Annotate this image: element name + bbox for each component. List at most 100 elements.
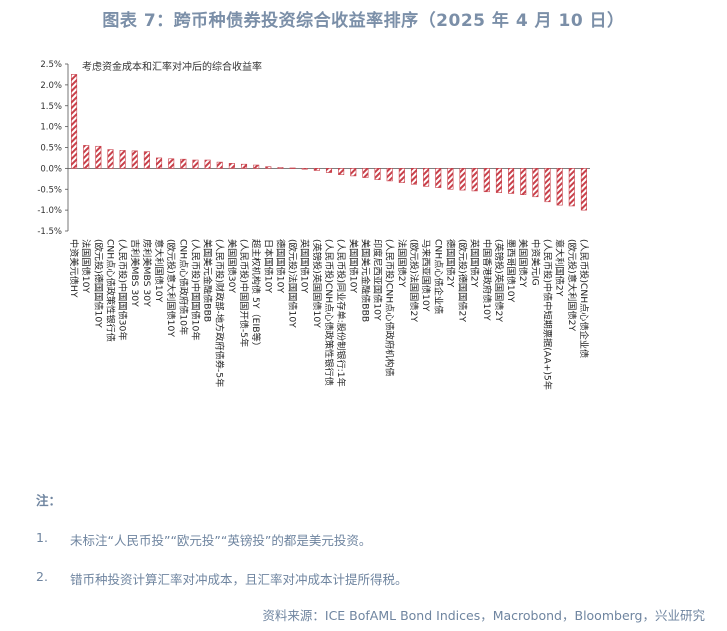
bar — [277, 167, 284, 169]
category-label: 美国国债10Y — [347, 239, 359, 293]
bar — [119, 150, 126, 169]
bar — [83, 145, 90, 169]
y-tick-label: 0.5% — [40, 144, 62, 154]
category-label: CNH点心债企业债 — [432, 239, 444, 314]
bar — [410, 168, 418, 185]
bar — [228, 163, 235, 169]
bar — [168, 158, 175, 169]
y-tick-label: 1.0% — [40, 123, 62, 133]
bar — [143, 151, 150, 169]
category-label: (欧元投)意大利国债10Y — [165, 239, 177, 337]
notes-label: 注： — [36, 493, 62, 508]
category-label: 超主权机构债 5Y（EIB等） — [250, 239, 262, 351]
bar — [180, 158, 187, 169]
category-label: 吉利美MBS 30Y — [129, 239, 141, 307]
bar — [483, 168, 490, 193]
bar — [289, 167, 296, 169]
category-label: 中资美元IG — [529, 239, 541, 286]
category-label: (欧元投)德国国债10Y — [92, 239, 104, 328]
category-label: 美国国债30Y — [226, 239, 238, 293]
bar — [374, 168, 381, 180]
bar — [313, 168, 320, 171]
category-label: (欧元投)法国国债10Y — [287, 239, 299, 328]
category-label: 中资美元债HY — [68, 239, 80, 298]
bar — [398, 168, 405, 183]
y-tick-label: 2.5% — [40, 60, 62, 70]
category-label: 日本国债10Y — [262, 239, 274, 293]
category-label: 美国美元金融债BBB — [202, 239, 214, 322]
bar — [362, 168, 369, 178]
category-label: (人民币投)同业存单:股份制银行:1年 — [335, 239, 347, 387]
bar — [240, 163, 248, 169]
bar — [338, 168, 345, 175]
category-label: 英国国债2Y — [469, 239, 481, 288]
source-note: 资料来源：ICE BofAML Bond Indices，Macrobond，B… — [262, 608, 705, 623]
bar — [459, 168, 466, 191]
bar — [301, 168, 308, 170]
category-label: CNH点心债政府债10年 — [177, 239, 189, 335]
bar — [95, 145, 102, 169]
bar — [350, 168, 357, 177]
bar — [204, 159, 211, 169]
category-label: (人民币投)中国国开债-5年 — [238, 239, 250, 347]
bar — [71, 74, 78, 169]
category-label: 中国香港政府债10Y — [481, 239, 493, 321]
bar — [544, 168, 551, 203]
bar — [253, 164, 260, 169]
bar — [447, 168, 454, 190]
y-tick-label: -1.5% — [37, 227, 62, 237]
bar — [568, 168, 575, 207]
y-tick-label: 2.0% — [40, 81, 62, 91]
bar — [423, 168, 430, 187]
bar — [580, 168, 587, 211]
category-label: (人民币投)财政部-地方政府债券-5年 — [214, 239, 226, 387]
bar — [107, 149, 114, 169]
bar — [471, 168, 478, 192]
category-label: 意大利国债2Y — [554, 239, 566, 297]
legend-label: 考虑资金成本和汇率对冲后的综合收益率 — [82, 60, 262, 73]
category-label: CNH点心债政策性银行债 — [104, 239, 116, 342]
category-label: 马来西亚国债10Y — [420, 239, 432, 312]
category-label: 德国国债2Y — [444, 239, 456, 288]
category-label: (人民币投)CNH点心债企业债 — [578, 239, 590, 358]
category-label: 英国国债10Y — [299, 239, 311, 293]
y-tick-label: -1.0% — [37, 206, 62, 216]
category-label: 法国国债2Y — [396, 239, 408, 288]
category-label: (人民币投)CNH点心债政策性银行债 — [323, 239, 335, 386]
note-2-number: 2. — [36, 569, 48, 584]
category-label: 意大利国债10Y — [153, 239, 165, 303]
category-label: (欧元投)意大利国债2Y — [566, 239, 578, 332]
bar-chart: 2.5%2.0%1.5%1.0%0.5%0.0%-0.5%-1.0%-1.5% … — [37, 60, 590, 390]
y-tick-label: 1.5% — [40, 102, 62, 112]
category-label: (欧元投)德国国债2Y — [457, 239, 469, 322]
note-1-number: 1. — [36, 530, 48, 545]
bar — [435, 168, 442, 188]
category-label: 法国国债10Y — [80, 239, 92, 293]
bar — [216, 161, 223, 169]
category-label: (英镑投)英国国债2Y — [493, 239, 505, 322]
bar — [386, 168, 393, 182]
category-label: 美国美元金融债BBB — [359, 239, 371, 322]
category-label: 美国国债2Y — [517, 239, 529, 288]
category-label: 德国国债10Y — [274, 239, 286, 293]
bar — [495, 168, 502, 193]
bar — [556, 168, 563, 206]
y-tick-label: -0.5% — [37, 185, 62, 195]
figure-title: 图表 7：跨币种债券投资综合收益率排序（2025 年 4 月 10 日） — [102, 11, 625, 31]
category-label: 印度尼西亚国债10Y — [372, 239, 384, 321]
category-label: 房利美MBS 30Y — [141, 239, 153, 307]
bar — [156, 157, 163, 169]
note-1-text: 未标注“人民币投”“欧元投”“英镑投”的都是美元投资。 — [70, 533, 372, 548]
note-2-text: 错币种投资计算汇率对冲成本，且汇率对冲成本计提所得税。 — [70, 572, 408, 587]
category-label: (欧元投)法国国债2Y — [408, 239, 420, 322]
category-label: (英镑投)英国国债10Y — [311, 239, 323, 328]
bar — [192, 159, 199, 169]
category-label: (人民币投)中国国债10年 — [189, 239, 201, 341]
category-label: (人民币投)CNH点心债政府机构债 — [384, 239, 396, 377]
category-label: (人民币投)中债中短期票据(AA+)5年 — [542, 239, 554, 390]
bar — [520, 168, 527, 195]
bar — [532, 168, 539, 198]
bar — [508, 168, 515, 194]
y-tick-label: 0.0% — [40, 164, 62, 174]
bar — [131, 150, 138, 169]
